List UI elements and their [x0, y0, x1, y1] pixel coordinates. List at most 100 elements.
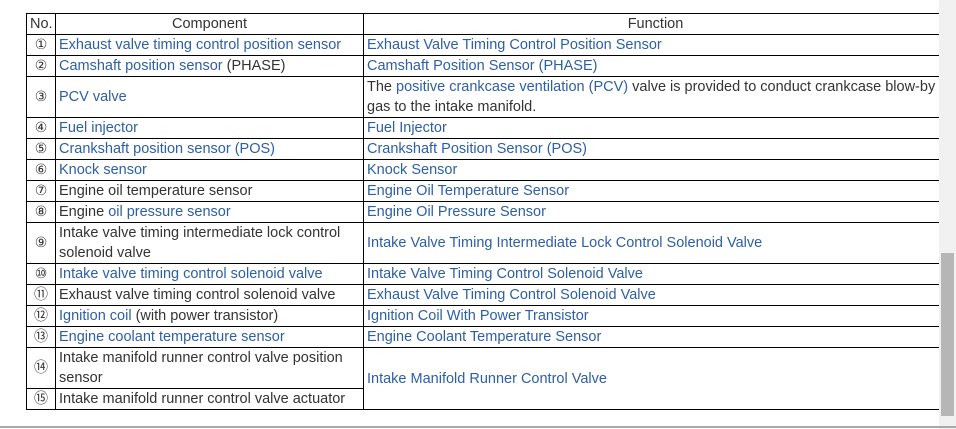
function-cell: Crankshaft Position Sensor (POS): [363, 138, 948, 160]
bottom-divider: [0, 426, 956, 428]
function-link[interactable]: Knock Sensor: [367, 162, 458, 178]
component-cell: Fuel injector: [55, 117, 364, 139]
component-text: Intake manifold runner control valve act…: [59, 391, 346, 407]
component-link[interactable]: Fuel injector: [59, 120, 138, 136]
component-text: (with power transistor): [131, 308, 279, 324]
function-cell: Exhaust Valve Timing Control Solenoid Va…: [363, 284, 948, 306]
component-cell: Intake valve timing control solenoid val…: [55, 263, 364, 285]
function-link[interactable]: Intake Manifold Runner Control Valve: [367, 370, 607, 387]
component-cell: Intake manifold runner control valve pos…: [55, 347, 364, 389]
function-link[interactable]: Camshaft Position Sensor (PHASE): [367, 58, 598, 74]
component-link[interactable]: Camshaft position sensor: [59, 58, 223, 74]
component-cell: Engine coolant temperature sensor: [55, 326, 364, 348]
row-number: ⑫: [26, 305, 56, 327]
component-text: Engine: [59, 204, 109, 220]
row-number: ⑥: [26, 159, 56, 181]
table-row: ⑬ Engine coolant temperature sensor Engine…: [26, 326, 948, 348]
component-cell: Camshaft position sensor (PHASE): [55, 55, 364, 77]
function-cell: Ignition Coil With Power Transistor: [363, 305, 948, 327]
function-text: valve is provided to conduct crankcase b…: [367, 79, 936, 115]
function-link[interactable]: Ignition Coil With Power Transistor: [367, 308, 589, 324]
component-cell: Exhaust valve timing control position se…: [55, 34, 364, 56]
col-header-component: Component: [55, 13, 364, 35]
component-function-table: No. Component Function ① Exhaust valve ti…: [26, 13, 948, 410]
function-cell: Camshaft Position Sensor (PHASE): [363, 55, 948, 77]
component-cell: Engine oil pressure sensor: [55, 201, 364, 223]
function-link[interactable]: Intake Valve Timing Intermediate Lock Co…: [367, 235, 763, 251]
function-cell: Fuel Injector: [363, 117, 948, 139]
function-link[interactable]: Exhaust Valve Timing Control Position Se…: [367, 37, 662, 53]
row-number: ③: [26, 76, 56, 118]
table-row: ⑮ Intake manifold runner control valve ac…: [26, 388, 948, 410]
header-row: No. Component Function: [26, 13, 948, 35]
function-text: The: [367, 79, 397, 95]
component-cell: Crankshaft position sensor (POS): [55, 138, 364, 160]
component-cell: Knock sensor: [55, 159, 364, 181]
scrollbar-thumb[interactable]: [941, 253, 954, 416]
component-text: Intake valve timing intermediate lock co…: [59, 225, 341, 261]
function-cell: Exhaust Valve Timing Control Position Se…: [363, 34, 948, 56]
component-link[interactable]: Intake valve timing control solenoid val…: [59, 266, 323, 282]
component-text: Exhaust valve timing control solenoid va…: [59, 287, 336, 303]
component-text: Intake manifold runner control valve pos…: [59, 350, 343, 386]
component-link[interactable]: Ignition coil: [59, 308, 132, 324]
function-link[interactable]: positive crankcase ventilation (PCV): [396, 79, 629, 95]
row-number: ⑧: [26, 201, 56, 223]
row-number: ⑨: [26, 222, 56, 264]
row-number: ④: [26, 117, 56, 139]
table-row: ⑪ Exhaust valve timing control solenoid v…: [26, 284, 948, 306]
component-cell: Ignition coil (with power transistor): [55, 305, 364, 327]
table-row: ⑩ Intake valve timing control solenoid va…: [26, 263, 948, 285]
component-cell: Intake valve timing intermediate lock co…: [55, 222, 364, 264]
function-link[interactable]: Engine Oil Temperature Sensor: [367, 183, 570, 199]
row-number: ⑮: [26, 388, 56, 410]
table-row: ⑭ Intake manifold runner control valve po…: [26, 347, 948, 410]
component-link[interactable]: Exhaust valve timing control position se…: [59, 37, 342, 53]
function-link[interactable]: Engine Coolant Temperature Sensor: [367, 329, 602, 345]
table-row: ⑦ Engine oil temperature sensor Engine Oil…: [26, 180, 948, 202]
table-row: ③ PCV valve The positive crankcase ventila…: [26, 76, 948, 118]
row-number: ②: [26, 55, 56, 77]
function-cell: The positive crankcase ventilation (PCV)…: [363, 76, 948, 118]
function-link[interactable]: Engine Oil Pressure Sensor: [367, 204, 546, 220]
table-row: ⑨ Intake valve timing intermediate lock c…: [26, 222, 948, 264]
function-cell: Intake Valve Timing Intermediate Lock Co…: [363, 222, 948, 264]
function-link[interactable]: Fuel Injector: [367, 120, 447, 136]
table-row: ⑥ Knock sensor Knock Sensor: [26, 159, 948, 181]
function-link[interactable]: Exhaust Valve Timing Control Solenoid Va…: [367, 287, 656, 303]
component-link[interactable]: Knock sensor: [59, 162, 147, 178]
function-cell: Engine Oil Pressure Sensor: [363, 201, 948, 223]
function-cell: Engine Coolant Temperature Sensor: [363, 326, 948, 348]
row-number: ⑦: [26, 180, 56, 202]
table-body: ① Exhaust valve timing control position s…: [26, 34, 948, 410]
component-cell: Exhaust valve timing control solenoid va…: [55, 284, 364, 306]
component-text: (PHASE): [222, 58, 286, 74]
function-cell: Knock Sensor: [363, 159, 948, 181]
col-header-no: No.: [26, 13, 56, 35]
row-number: ⑤: [26, 138, 56, 160]
table-row: ① Exhaust valve timing control position s…: [26, 34, 948, 56]
row-number: ①: [26, 34, 56, 56]
vertical-scrollbar[interactable]: [939, 0, 956, 429]
col-header-function: Function: [363, 13, 948, 35]
function-link[interactable]: Crankshaft Position Sensor (POS): [367, 141, 588, 157]
table-row: ⑫ Ignition coil (with power transistor) Ig…: [26, 305, 948, 327]
row-number: ⑪: [26, 284, 56, 306]
component-text: Engine oil temperature sensor: [59, 183, 253, 199]
component-link[interactable]: Engine coolant temperature sensor: [59, 329, 285, 345]
row-number: ⑬: [26, 326, 56, 348]
function-cell: Intake Manifold Runner Control Valve: [363, 347, 948, 410]
component-cell: PCV valve: [55, 76, 364, 118]
row-number: ⑭: [26, 347, 56, 389]
component-link[interactable]: oil pressure sensor: [108, 204, 231, 220]
function-cell: Intake Valve Timing Control Solenoid Val…: [363, 263, 948, 285]
row-number: ⑩: [26, 263, 56, 285]
table-row: ④ Fuel injector Fuel Injector: [26, 117, 948, 139]
component-cell: Intake manifold runner control valve act…: [55, 388, 364, 410]
component-link[interactable]: PCV valve: [59, 89, 127, 105]
function-cell: Engine Oil Temperature Sensor: [363, 180, 948, 202]
table-row: ② Camshaft position sensor (PHASE) Camshaf…: [26, 55, 948, 77]
component-link[interactable]: Crankshaft position sensor (POS): [59, 141, 275, 157]
function-link[interactable]: Intake Valve Timing Control Solenoid Val…: [367, 266, 643, 282]
